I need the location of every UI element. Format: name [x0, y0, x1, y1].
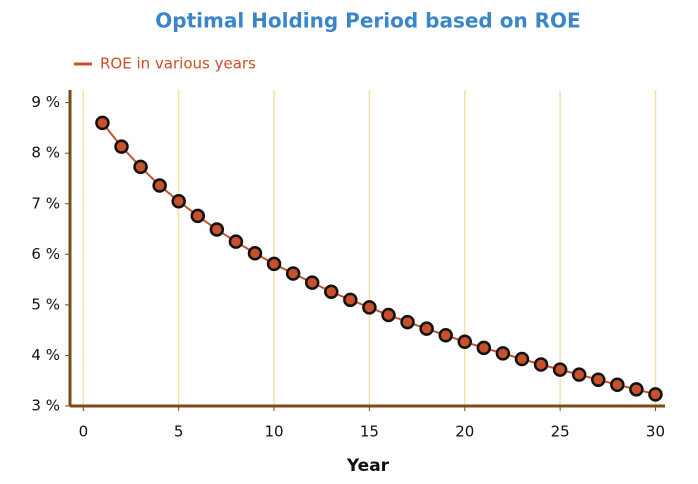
x-tick-label: 0: [79, 423, 89, 441]
marker: [133, 159, 148, 175]
marker: [533, 357, 549, 372]
marker: [591, 372, 606, 387]
marker: [114, 139, 129, 154]
marker: [438, 327, 453, 343]
marker: [419, 321, 434, 336]
y-tick-label: 3 %: [31, 397, 60, 415]
marker: [400, 314, 415, 330]
chart-title: Optimal Holding Period based on ROE: [155, 9, 580, 33]
marker: [343, 292, 358, 308]
x-tick-label: 25: [551, 423, 570, 441]
marker: [457, 334, 473, 350]
y-tick-label: 7 %: [31, 194, 60, 212]
marker: [552, 362, 568, 377]
marker: [171, 193, 186, 209]
marker: [362, 300, 377, 315]
marker: [495, 346, 511, 361]
line: [101, 122, 656, 396]
marker: [476, 340, 492, 356]
marker: [190, 208, 206, 224]
marker: [629, 382, 644, 397]
marker: [324, 284, 339, 299]
marker: [514, 351, 530, 367]
marker: [381, 307, 396, 323]
x-axis-label: Year: [346, 456, 390, 476]
y-tick-label: 4 %: [31, 346, 60, 364]
marker: [247, 246, 263, 261]
x-tick-label: 30: [646, 423, 665, 441]
marker: [304, 275, 320, 290]
x-tick-label: 15: [360, 423, 379, 441]
y-tick-label: 5 %: [31, 295, 60, 313]
y-tick-label: 9 %: [31, 93, 60, 111]
marker: [95, 115, 110, 131]
marker: [152, 178, 167, 193]
marker: [571, 367, 587, 382]
x-tick-label: 5: [174, 423, 184, 441]
marker: [228, 234, 244, 249]
marker: [209, 222, 225, 237]
marker: [610, 377, 625, 393]
marker: [285, 266, 301, 281]
marker: [266, 256, 282, 272]
y-tick-label: 6 %: [31, 245, 60, 263]
x-tick-label: 10: [265, 423, 284, 441]
legend-label: ROE in various years: [100, 55, 256, 73]
marker: [648, 387, 663, 402]
y-tick-label: 8 %: [31, 144, 60, 162]
x-tick-label: 20: [455, 423, 474, 441]
